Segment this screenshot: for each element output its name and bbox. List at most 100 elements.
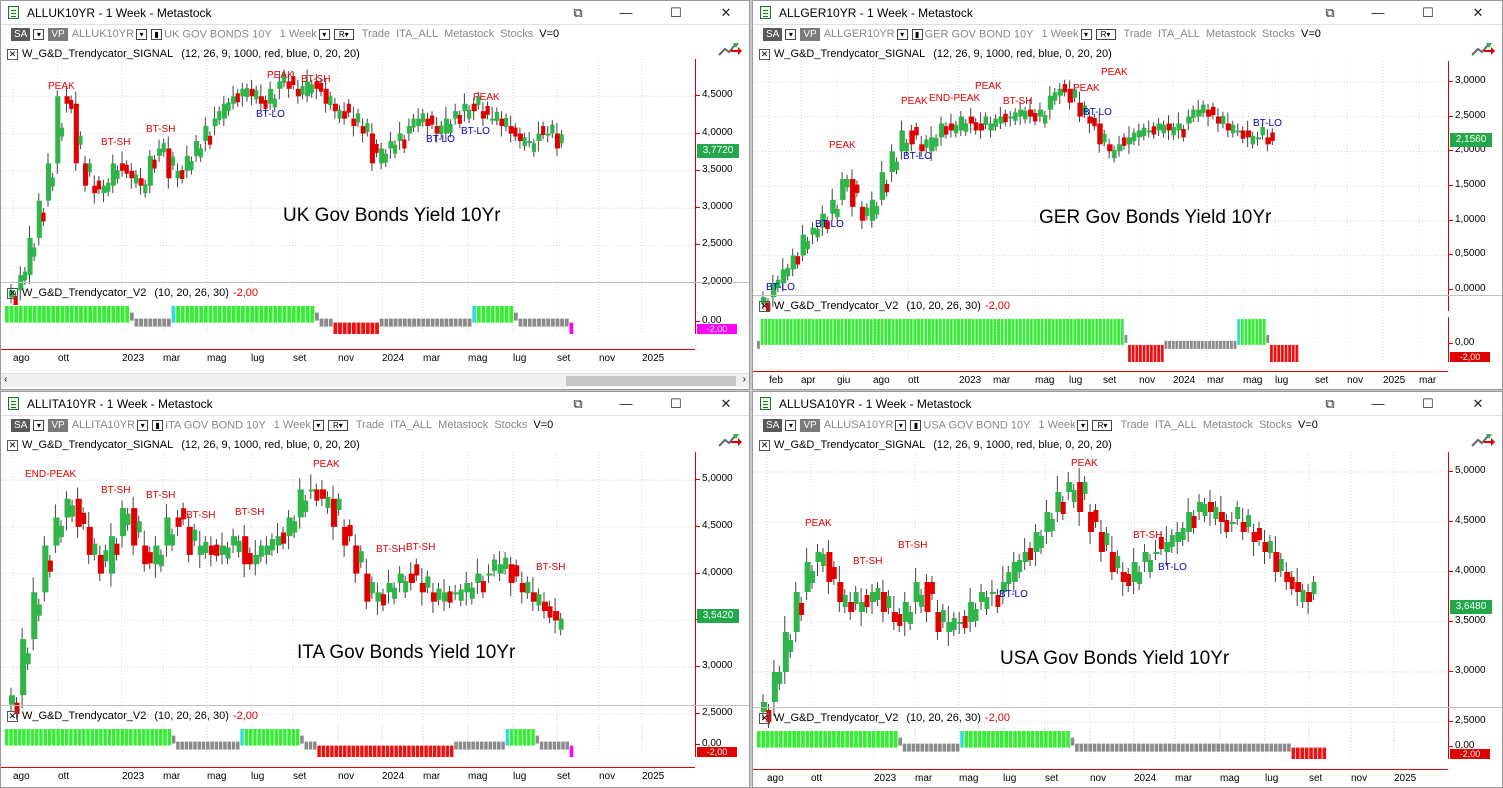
r-toggle-box[interactable]: R▾ (1095, 29, 1116, 40)
symbol-dropdown-icon[interactable]: ▾ (895, 420, 907, 431)
trade-link[interactable]: Trade (1120, 419, 1149, 432)
remove-indicator-icon[interactable]: ✕ (7, 439, 18, 451)
remove-indicator-icon[interactable]: ✕ (759, 712, 770, 724)
window-titlebar[interactable]: ALLGER10YR - 1 Week - Metastock ⧉ — ☐ ✕ (753, 1, 1502, 25)
period-dropdown-icon[interactable]: ▾ (1077, 420, 1089, 431)
price-pane[interactable] (753, 61, 1448, 311)
symbol-type-chip[interactable]: SA (763, 28, 783, 41)
trend-arrows-icon[interactable] (1470, 432, 1496, 450)
vp-chip[interactable]: VP (48, 419, 68, 432)
trade-link[interactable]: Trade (361, 28, 391, 41)
remove-indicator-icon[interactable]: ✕ (7, 710, 18, 722)
signal-indicator-line[interactable]: ✕ W_G&D_Trendycator_SIGNAL (12, 26, 9, 100… (7, 48, 360, 62)
trendycator-indicator-line[interactable]: ✕ W_G&D_Trendycator_V2 (10, 20, 26, 30) -2,… (759, 300, 1010, 314)
maximize-button[interactable]: ☐ (670, 396, 682, 411)
signal-indicator-line[interactable]: ✕ W_G&D_Trendycator_SIGNAL (12, 26, 9, 100… (759, 48, 1112, 62)
vp-chip[interactable]: VP (800, 28, 820, 41)
remove-indicator-icon[interactable]: ✕ (759, 48, 770, 60)
trendycator-indicator-line[interactable]: ✕ W_G&D_Trendycator_V2 (10, 20, 26, 30) -2,… (7, 287, 258, 301)
restore-window-icon[interactable]: ⧉ (1325, 396, 1335, 411)
time-x-axis[interactable]: ago ott 2023 mar mag lug set nov 2024 mar mag lug se… (1, 767, 695, 785)
trend-arrows-icon[interactable] (717, 432, 743, 450)
chart-style-icon[interactable]: ▮ (911, 29, 923, 40)
trendycator-indicator-line[interactable]: ✕ W_G&D_Trendycator_V2 (10, 20, 26, 30) -2,… (7, 710, 258, 724)
pane-separator[interactable] (753, 707, 1502, 708)
period-dropdown-icon[interactable]: ▾ (312, 420, 324, 431)
symbol-dropdown-icon[interactable]: ▾ (896, 29, 908, 40)
period-label[interactable]: 1 Week (273, 419, 311, 432)
restore-window-icon[interactable]: ⧉ (573, 5, 583, 20)
time-x-axis[interactable]: feb apr giu ago ott 2023 mar mag lug set nov 2024 ma… (753, 371, 1448, 389)
vp-chip[interactable]: VP (800, 419, 820, 432)
histogram-y-axis[interactable]: 0,00 -2,00 (695, 727, 749, 757)
symbol-text[interactable]: ALLUK10YR (71, 28, 135, 41)
minimize-button[interactable]: — (619, 396, 633, 411)
window-titlebar[interactable]: ALLUK10YR - 1 Week - Metastock ⧉ — ☐ ✕ (1, 1, 749, 25)
close-button[interactable]: ✕ (1472, 396, 1484, 411)
r-toggle-box[interactable]: R▾ (327, 420, 348, 431)
symbol-type-chip[interactable]: SA (11, 419, 31, 432)
histogram-y-axis[interactable]: 0,00 -2,00 (695, 304, 749, 334)
time-x-axis[interactable]: ago ott 2023 mar mag lug set nov 2024 mar mag lug se… (1, 349, 695, 367)
pane-separator[interactable] (1, 282, 749, 283)
minimize-button[interactable]: — (619, 5, 633, 20)
symbol-type-dropdown-icon[interactable]: ▾ (33, 29, 45, 40)
pane-separator[interactable] (1, 705, 749, 706)
symbol-type-chip[interactable]: SA (763, 419, 783, 432)
price-pane[interactable] (753, 452, 1448, 742)
symbol-dropdown-icon[interactable]: ▾ (136, 29, 148, 40)
restore-window-icon[interactable]: ⧉ (1325, 5, 1335, 20)
signal-indicator-line[interactable]: ✕ W_G&D_Trendycator_SIGNAL (12, 26, 9, 100… (7, 439, 360, 453)
scroll-right-icon[interactable]: › (742, 374, 746, 385)
trade-link[interactable]: Trade (355, 419, 385, 432)
scroll-left-icon[interactable]: ‹ (4, 374, 8, 385)
minimize-button[interactable]: — (1371, 396, 1385, 411)
price-y-axis[interactable]: 5,0000 4,5000 4,0000 3,5000 3,0000 2,5000 3,64… (1448, 452, 1502, 742)
trendycator-indicator-line[interactable]: ✕ W_G&D_Trendycator_V2 (10, 20, 26, 30) -2,… (759, 712, 1010, 726)
vp-chip[interactable]: VP (48, 28, 68, 41)
trendycator-histogram-pane[interactable] (753, 317, 1448, 362)
histogram-y-axis[interactable]: 0,00 -2,00 (1448, 729, 1502, 759)
remove-indicator-icon[interactable]: ✕ (759, 439, 770, 451)
maximize-button[interactable]: ☐ (670, 5, 682, 20)
minimize-button[interactable]: — (1371, 5, 1385, 20)
time-x-axis[interactable]: ago ott 2023 mar mag lug set nov 2024 mar mag lug se… (753, 769, 1448, 787)
period-label[interactable]: 1 Week (1038, 419, 1076, 432)
window-titlebar[interactable]: ALLITA10YR - 1 Week - Metastock ⧉ — ☐ ✕ (1, 392, 749, 416)
symbol-type-dropdown-icon[interactable]: ▾ (785, 29, 797, 40)
remove-indicator-icon[interactable]: ✕ (7, 48, 18, 60)
trendycator-histogram-pane[interactable] (753, 729, 1448, 759)
trend-arrows-icon[interactable] (717, 41, 743, 59)
r-toggle-box[interactable]: R▾ (333, 29, 354, 40)
close-button[interactable]: ✕ (720, 5, 732, 20)
chart-style-icon[interactable]: ▮ (910, 420, 922, 431)
period-label[interactable]: 1 Week (1041, 28, 1079, 41)
price-pane[interactable] (1, 59, 695, 305)
r-toggle-box[interactable]: R▾ (1092, 420, 1113, 431)
symbol-type-dropdown-icon[interactable]: ▾ (785, 420, 797, 431)
price-y-axis[interactable]: 4,50004,00003,50003,00002,50002,00003,77… (695, 59, 749, 305)
period-dropdown-icon[interactable]: ▾ (318, 29, 330, 40)
signal-indicator-line[interactable]: ✕ W_G&D_Trendycator_SIGNAL (12, 26, 9, 100… (759, 439, 1112, 453)
price-pane[interactable] (1, 452, 695, 742)
symbol-type-dropdown-icon[interactable]: ▾ (33, 420, 45, 431)
chart-style-icon[interactable]: ▮ (152, 420, 164, 431)
symbol-dropdown-icon[interactable]: ▾ (137, 420, 149, 431)
close-button[interactable]: ✕ (720, 396, 732, 411)
close-button[interactable]: ✕ (1472, 5, 1484, 20)
trendycator-histogram-pane[interactable] (1, 727, 695, 757)
chart-style-icon[interactable]: ▮ (151, 29, 163, 40)
period-label[interactable]: 1 Week (279, 28, 317, 41)
price-y-axis[interactable]: 3,0000 2,5000 2,0000 1,5000 1,0000 0,5000 0,00… (1448, 61, 1502, 311)
trend-arrows-icon[interactable] (1470, 41, 1496, 59)
window-titlebar[interactable]: ALLUSA10YR - 1 Week - Metastock ⧉ — ☐ ✕ (753, 392, 1502, 416)
maximize-button[interactable]: ☐ (1422, 396, 1434, 411)
maximize-button[interactable]: ☐ (1422, 5, 1434, 20)
remove-indicator-icon[interactable]: ✕ (7, 287, 18, 299)
symbol-type-chip[interactable]: SA (11, 28, 31, 41)
symbol-text[interactable]: ALLUSA10YR (823, 419, 894, 432)
symbol-text[interactable]: ALLITA10YR (71, 419, 136, 432)
price-y-axis[interactable]: 5,00004,50004,00003,50003,00002,50003,54… (695, 452, 749, 742)
restore-window-icon[interactable]: ⧉ (573, 396, 583, 411)
period-dropdown-icon[interactable]: ▾ (1080, 29, 1092, 40)
